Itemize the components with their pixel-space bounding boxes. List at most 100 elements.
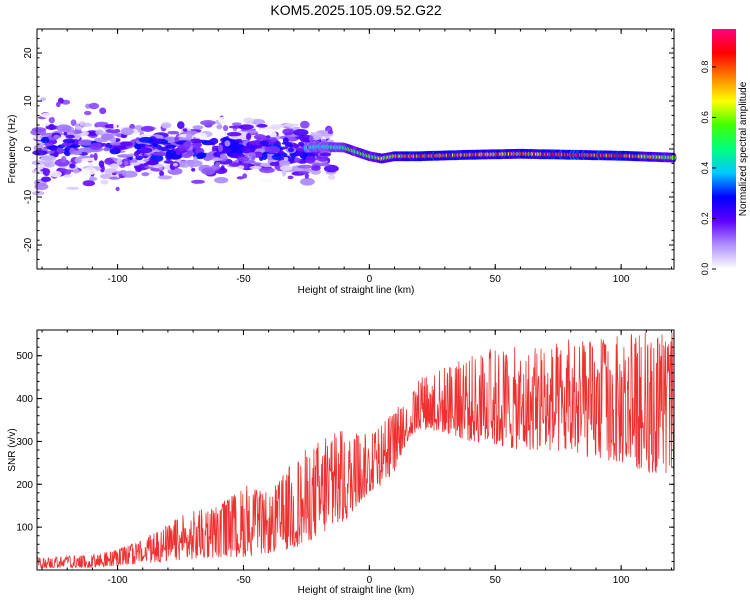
x-tick-label: 50 bbox=[490, 575, 502, 586]
spectrogram-cell bbox=[242, 173, 248, 179]
spectrogram-cell bbox=[138, 136, 154, 143]
spectrogram-cell bbox=[136, 147, 153, 154]
y-tick-label: -10 bbox=[23, 189, 34, 204]
spectrogram-cell bbox=[95, 121, 109, 125]
spectrogram-cell bbox=[287, 147, 295, 153]
spectrogram-cell bbox=[192, 125, 204, 130]
spectrogram-cell bbox=[283, 157, 289, 161]
spectrogram-cell bbox=[61, 155, 67, 163]
snr-x-axis: -100 -50 0 50 100 bbox=[41, 330, 672, 586]
spectrogram-cell bbox=[101, 133, 114, 140]
spectrogram-cell bbox=[49, 170, 62, 178]
spectrogram-cell bbox=[216, 124, 223, 130]
spectrogram-cell bbox=[98, 160, 105, 168]
spectrogram-cell bbox=[297, 164, 313, 169]
spectrogram-cell bbox=[201, 167, 216, 175]
spectrogram-cell bbox=[100, 179, 109, 185]
spectrogram-cell bbox=[150, 154, 164, 162]
spectrogram-cell bbox=[65, 134, 75, 139]
spectrogram-cell bbox=[279, 165, 293, 171]
spectrogram-cell bbox=[259, 167, 275, 174]
spectrogram-cell bbox=[63, 131, 68, 136]
spectrogram-cell bbox=[248, 152, 256, 157]
spectrogram-cell bbox=[72, 169, 80, 174]
spectrogram-cell bbox=[237, 165, 245, 170]
spectrogram-cell bbox=[40, 136, 50, 144]
spectrogram-cell bbox=[327, 130, 334, 135]
spectrogram-cell bbox=[181, 153, 192, 159]
spectrogram-cell bbox=[101, 143, 107, 147]
spectrogram-cell bbox=[215, 162, 221, 166]
spectrogram-cell bbox=[88, 177, 98, 181]
spectrogram-cell bbox=[56, 101, 61, 108]
x-tick-label: 0 bbox=[367, 274, 373, 285]
spectrogram-cell bbox=[56, 146, 64, 154]
y-tick-label: 20 bbox=[23, 47, 34, 59]
spectrogram-cell bbox=[245, 130, 258, 134]
y-tick-label: 400 bbox=[16, 394, 33, 405]
spectrogram-cell bbox=[217, 144, 224, 152]
spectrogram-cell bbox=[77, 147, 94, 154]
spectrogram-cell bbox=[161, 122, 172, 129]
spectrogram-cell bbox=[224, 140, 231, 147]
colorbar-tick-label: 0.0 bbox=[700, 263, 710, 276]
spectrogram-y-axis: -20 -10 0 10 20 bbox=[23, 28, 674, 270]
snr-x-label: Height of straight line (km) bbox=[298, 585, 415, 596]
spectrogram-cell bbox=[81, 158, 95, 162]
spectrogram-cell bbox=[246, 133, 252, 141]
spectrogram-cell bbox=[57, 97, 64, 104]
spectrogram-cell bbox=[177, 160, 191, 168]
x-tick-label: 50 bbox=[490, 274, 502, 285]
spectrogram-cell bbox=[70, 119, 77, 126]
spectrogram-cell bbox=[192, 145, 200, 149]
spectrogram-cell bbox=[304, 155, 316, 164]
spectrogram-cell bbox=[152, 142, 159, 147]
spectrogram-cell bbox=[95, 129, 104, 136]
spectrogram-cell bbox=[167, 130, 180, 135]
spectrogram-cell bbox=[304, 173, 309, 179]
spectrogram-cell bbox=[223, 125, 229, 132]
spectrogram-cell bbox=[211, 164, 220, 171]
spectrogram-cell bbox=[31, 160, 44, 166]
spectrogram-cell bbox=[324, 164, 339, 173]
spectrogram-cell bbox=[43, 142, 54, 147]
spectrogram-cell bbox=[326, 126, 332, 131]
spectrogram-cell bbox=[226, 132, 242, 137]
spectrogram-cell bbox=[45, 125, 59, 130]
x-tick-label: -50 bbox=[236, 274, 251, 285]
x-tick-label: 100 bbox=[613, 274, 630, 285]
snr-line bbox=[36, 332, 675, 569]
colorbar-tick-label: 0.8 bbox=[700, 61, 710, 74]
spectrogram-cell bbox=[273, 152, 281, 157]
spectrogram-cell bbox=[40, 155, 56, 163]
spectrogram-cell bbox=[294, 152, 304, 157]
spectrogram-cell bbox=[191, 179, 205, 184]
y-tick-label: 300 bbox=[16, 437, 33, 448]
spectrogram-cell bbox=[165, 144, 176, 149]
spectrogram-cell bbox=[63, 174, 72, 178]
y-tick-label: 0 bbox=[23, 146, 34, 152]
spectrogram-cell bbox=[112, 172, 117, 176]
spectrogram-y-label: Frequency (Hz) bbox=[7, 115, 18, 184]
colorbar-label: Normalized spectral amplitude bbox=[738, 81, 749, 216]
spectrogram-cell bbox=[309, 135, 314, 143]
spectrogram-cell bbox=[229, 162, 242, 167]
spectrogram-image bbox=[30, 97, 677, 196]
spectrogram-cell bbox=[218, 116, 229, 125]
colorbar-tick-label: 0.6 bbox=[700, 111, 710, 124]
spectrogram-x-label: Height of straight line (km) bbox=[298, 285, 415, 296]
spectrogram-cell bbox=[113, 121, 118, 130]
spectrogram-cell bbox=[120, 127, 134, 136]
spectrogram-cell bbox=[93, 152, 98, 161]
spectrogram-cell bbox=[69, 163, 76, 169]
spectrogram-cell bbox=[41, 176, 51, 182]
spectrogram-cell bbox=[82, 180, 96, 187]
spectrogram-cell bbox=[79, 122, 93, 128]
spectrogram-cell bbox=[62, 138, 76, 144]
spectrogram-cell bbox=[99, 173, 112, 179]
spectrogram-cell bbox=[152, 152, 168, 156]
spectrogram-cell bbox=[88, 102, 100, 110]
spectrogram-cell bbox=[293, 129, 309, 136]
colorbar-tick-label: 0.4 bbox=[700, 162, 710, 175]
